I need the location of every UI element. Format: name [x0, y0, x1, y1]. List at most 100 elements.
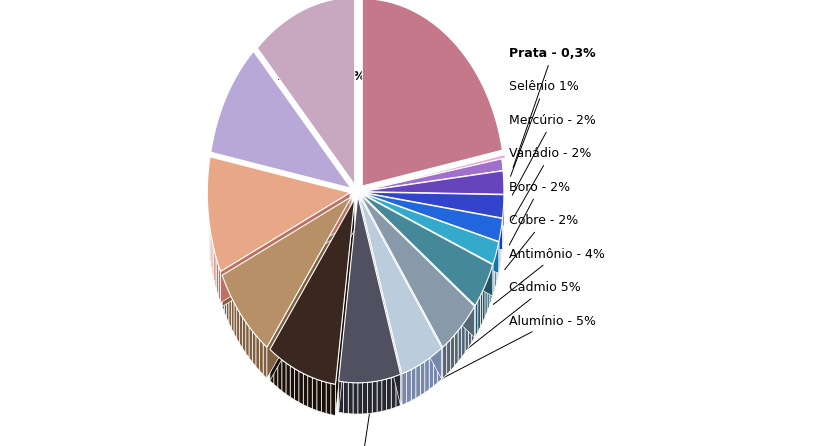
Polygon shape — [224, 281, 227, 318]
Polygon shape — [472, 306, 474, 343]
Polygon shape — [361, 194, 475, 337]
Polygon shape — [391, 376, 396, 409]
Polygon shape — [217, 260, 219, 297]
Polygon shape — [212, 241, 214, 278]
Text: Arsênio 12%: Arsênio 12% — [279, 70, 366, 83]
Polygon shape — [425, 359, 429, 392]
Polygon shape — [360, 194, 443, 379]
Polygon shape — [465, 317, 469, 353]
Polygon shape — [437, 348, 441, 383]
Polygon shape — [222, 275, 224, 312]
Polygon shape — [361, 193, 493, 295]
Polygon shape — [361, 192, 504, 226]
Polygon shape — [363, 382, 367, 414]
Polygon shape — [396, 374, 400, 407]
Polygon shape — [458, 326, 462, 362]
Polygon shape — [359, 195, 402, 405]
Polygon shape — [211, 235, 212, 272]
Polygon shape — [210, 228, 211, 266]
Polygon shape — [260, 339, 263, 375]
Polygon shape — [211, 51, 351, 188]
Polygon shape — [263, 343, 267, 379]
Polygon shape — [229, 292, 231, 328]
Text: Zinco 8%: Zinco 8% — [252, 264, 315, 277]
Polygon shape — [489, 270, 491, 307]
Polygon shape — [257, 0, 355, 185]
Polygon shape — [500, 230, 501, 267]
Polygon shape — [372, 381, 377, 413]
Polygon shape — [496, 248, 497, 285]
Polygon shape — [361, 193, 502, 242]
Polygon shape — [483, 286, 485, 322]
Polygon shape — [416, 364, 420, 398]
Polygon shape — [361, 171, 504, 194]
Polygon shape — [358, 195, 400, 405]
Polygon shape — [321, 381, 326, 413]
Polygon shape — [360, 194, 474, 347]
Polygon shape — [282, 360, 286, 394]
Polygon shape — [361, 194, 492, 306]
Text: Chumbo 22%: Chumbo 22% — [372, 90, 464, 103]
Polygon shape — [278, 356, 282, 391]
Polygon shape — [270, 349, 274, 384]
Text: Vanádio - 2%: Vanádio - 2% — [509, 147, 592, 220]
Text: Alumínio - 5%: Alumínio - 5% — [428, 314, 596, 386]
Polygon shape — [361, 192, 504, 226]
Polygon shape — [493, 259, 495, 295]
Polygon shape — [339, 381, 344, 413]
Polygon shape — [381, 379, 386, 411]
Text: Cobre - 2%: Cobre - 2% — [505, 214, 579, 270]
Polygon shape — [478, 296, 480, 332]
Polygon shape — [349, 382, 353, 414]
Text: Cromo 10%: Cromo 10% — [223, 200, 302, 213]
Polygon shape — [480, 291, 483, 327]
Polygon shape — [242, 318, 246, 353]
Polygon shape — [270, 199, 354, 380]
Polygon shape — [339, 195, 400, 383]
Polygon shape — [290, 366, 294, 400]
Polygon shape — [361, 192, 504, 218]
Polygon shape — [303, 373, 307, 407]
Polygon shape — [363, 0, 502, 186]
Polygon shape — [207, 157, 350, 272]
Text: Mercúrio - 2%: Mercúrio - 2% — [509, 114, 596, 195]
Polygon shape — [485, 281, 487, 317]
Polygon shape — [446, 339, 450, 375]
Polygon shape — [361, 193, 499, 264]
Polygon shape — [361, 193, 502, 250]
Polygon shape — [326, 382, 330, 415]
Polygon shape — [377, 380, 381, 413]
Polygon shape — [222, 197, 352, 347]
Polygon shape — [299, 371, 303, 405]
Polygon shape — [359, 195, 441, 374]
Polygon shape — [361, 194, 492, 296]
Polygon shape — [429, 355, 433, 390]
Polygon shape — [360, 194, 474, 338]
Polygon shape — [294, 368, 299, 402]
Polygon shape — [267, 197, 352, 379]
Polygon shape — [386, 378, 391, 410]
Polygon shape — [495, 253, 496, 290]
Polygon shape — [361, 159, 503, 191]
Polygon shape — [335, 199, 354, 416]
Polygon shape — [252, 331, 256, 367]
Polygon shape — [219, 265, 220, 303]
Polygon shape — [222, 197, 352, 306]
Polygon shape — [239, 313, 242, 349]
Polygon shape — [344, 382, 349, 413]
Polygon shape — [234, 302, 237, 339]
Polygon shape — [361, 193, 499, 273]
Polygon shape — [209, 222, 210, 259]
Polygon shape — [353, 383, 358, 414]
Polygon shape — [286, 363, 290, 397]
Polygon shape — [469, 312, 472, 348]
Polygon shape — [491, 265, 492, 301]
Polygon shape — [499, 236, 500, 273]
Polygon shape — [443, 343, 446, 379]
Polygon shape — [475, 301, 478, 337]
Polygon shape — [367, 382, 372, 413]
Polygon shape — [227, 286, 229, 323]
Polygon shape — [215, 253, 217, 291]
Polygon shape — [433, 351, 437, 386]
Text: Antimônio - 4%: Antimônio - 4% — [493, 248, 605, 305]
